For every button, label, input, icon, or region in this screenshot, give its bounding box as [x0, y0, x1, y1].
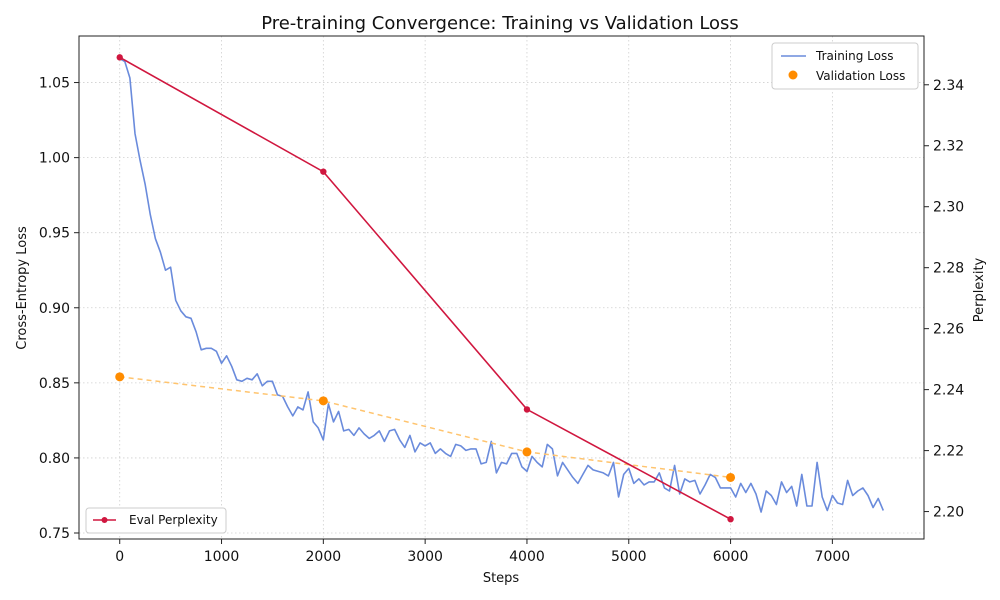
plot-frame — [78, 35, 925, 540]
x-tick-label: 5000 — [611, 549, 647, 565]
eval-perplexity-point — [320, 168, 327, 175]
y-right-tick-label: 2.28 — [933, 261, 964, 277]
y-tick-label: 1.00 — [39, 151, 70, 167]
x-tick-label: 0 — [115, 549, 124, 565]
eval-perplexity-point — [727, 515, 734, 523]
legend-perplexity-box — [85, 507, 227, 534]
y-tick-label: 0.95 — [39, 226, 70, 242]
y-right-tick-label: 2.26 — [933, 322, 964, 338]
legend-validation-swatch — [788, 70, 798, 80]
x-tick-label: 1000 — [204, 549, 240, 565]
validation-loss-point — [726, 472, 736, 482]
validation-loss-point — [522, 447, 532, 457]
y-right-tick-label: 2.34 — [933, 78, 964, 94]
eval-perplexity-point — [116, 54, 123, 61]
legend-main-box — [771, 42, 919, 90]
legend-validation-label: Validation Loss — [816, 69, 905, 83]
x-tick-label: 4000 — [509, 549, 545, 565]
y-tick-label: 1.05 — [39, 76, 70, 92]
validation-loss-trend — [119, 376, 731, 479]
chart-title: Pre-training Convergence: Training vs Va… — [261, 13, 739, 34]
y-axis-label: Cross-Entropy Loss — [15, 226, 30, 350]
y-right-tick-label: 2.20 — [933, 505, 964, 521]
x-axis: 0 1000 2000 3000 4000 5000 6000 7000 — [115, 539, 850, 565]
legend-perplexity: Eval Perplexity — [85, 507, 227, 534]
y-right-tick-label: 2.32 — [933, 139, 964, 155]
x-tick-label: 7000 — [815, 549, 851, 565]
y-tick-label: 0.75 — [39, 526, 70, 542]
validation-loss-point — [318, 396, 328, 406]
x-tick-label: 3000 — [407, 549, 443, 565]
y-right-tick-label: 2.22 — [933, 444, 964, 460]
y-axis-left: 0.75 0.80 0.85 0.90 0.95 1.00 1.05 — [39, 76, 79, 542]
x-axis-label: Steps — [483, 571, 520, 586]
legend-perplexity-swatch-marker — [101, 517, 108, 523]
y-tick-label: 0.80 — [39, 451, 70, 467]
legend-main: Training Loss Validation Loss — [771, 42, 919, 90]
training-loss-line — [119, 57, 885, 513]
x-tick-label: 2000 — [306, 549, 342, 565]
y-axis-right: 2.20 2.22 2.24 2.26 2.28 2.30 2.32 2.34 — [924, 78, 964, 521]
y-tick-label: 0.90 — [39, 301, 70, 317]
validation-loss-point — [115, 372, 125, 382]
y-right-tick-label: 2.30 — [933, 200, 964, 216]
plot-area — [115, 54, 885, 523]
y-tick-label: 0.85 — [39, 376, 70, 392]
eval-perplexity-line — [119, 56, 731, 520]
legend-perplexity-label: Eval Perplexity — [129, 513, 218, 527]
y-axis-right-label: Perplexity — [972, 257, 987, 322]
x-tick-label: 6000 — [713, 549, 749, 565]
legend-training-label: Training Loss — [815, 49, 893, 63]
eval-perplexity-point — [523, 406, 531, 413]
y-right-tick-label: 2.24 — [933, 383, 964, 399]
